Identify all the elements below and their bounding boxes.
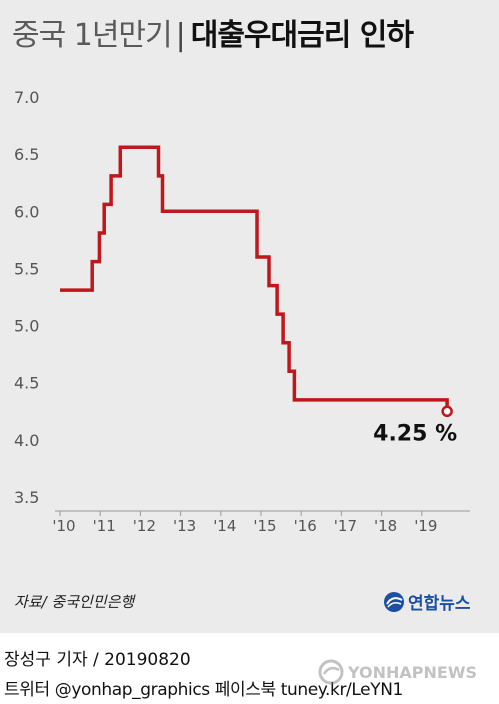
step-line-chart: 7.0 6.5 6.0 5.5 5.0 4.5 4.0 3.5 '10 '11 '12 '13 '14… — [14, 88, 470, 535]
chart-title: 중국 1년만기 | 대출우대금리 인하 — [12, 16, 414, 56]
x-tick-label: '15 — [253, 517, 276, 535]
y-axis: 7.0 6.5 6.0 5.5 5.0 4.5 4.0 3.5 — [14, 88, 39, 507]
agency-name: 연합뉴스 — [408, 594, 471, 614]
y-tick-label: 6.5 — [14, 145, 39, 164]
watermark: YONHAPNEWS — [318, 659, 477, 685]
title-prefix: 중국 1년만기 — [12, 18, 173, 53]
y-tick-label: 7.0 — [14, 88, 39, 107]
y-tick-label: 5.5 — [14, 259, 39, 278]
end-value-label: 4.25 % — [373, 421, 457, 446]
x-tick-label: '17 — [334, 517, 357, 535]
x-tick-label: '16 — [294, 517, 317, 535]
x-tick-label: '10 — [52, 517, 75, 535]
x-tick-label: '13 — [173, 517, 196, 535]
y-tick-label: 3.5 — [14, 488, 39, 507]
y-tick-label: 4.5 — [14, 374, 39, 393]
end-point-marker — [441, 405, 453, 418]
title-separator: | — [175, 18, 186, 53]
y-tick-label: 4.0 — [14, 431, 39, 450]
watermark-logo-icon — [318, 659, 344, 685]
x-tick-label: '12 — [133, 517, 156, 535]
x-tick-label: '11 — [93, 517, 116, 535]
source-note: 자료/ 중국인민은행 — [14, 593, 135, 611]
agency-logo: 연합뉴스 — [383, 589, 471, 614]
annotation-group: 4.25 % — [373, 405, 457, 446]
social-links: 트위터 @yonhap_graphics 페이스북 tuney.kr/LeYN1 — [4, 680, 403, 700]
series-line — [60, 145, 449, 412]
x-tick-label: '18 — [374, 517, 397, 535]
globe-icon — [384, 591, 404, 612]
byline: 장성구 기자 / 20190820 — [4, 650, 191, 670]
y-tick-label: 5.0 — [14, 317, 39, 336]
title-main: 대출우대금리 인하 — [190, 18, 414, 53]
x-tick-label: '19 — [414, 517, 437, 535]
x-tick-label: '14 — [213, 517, 236, 535]
y-tick-label: 6.0 — [14, 202, 39, 221]
watermark-text: YONHAPNEWS — [348, 662, 477, 682]
x-axis: '10 '11 '12 '13 '14 '15 '16 '17 '18 '19 — [52, 510, 470, 535]
chart-panel — [0, 0, 499, 633]
plot-area — [60, 145, 449, 412]
